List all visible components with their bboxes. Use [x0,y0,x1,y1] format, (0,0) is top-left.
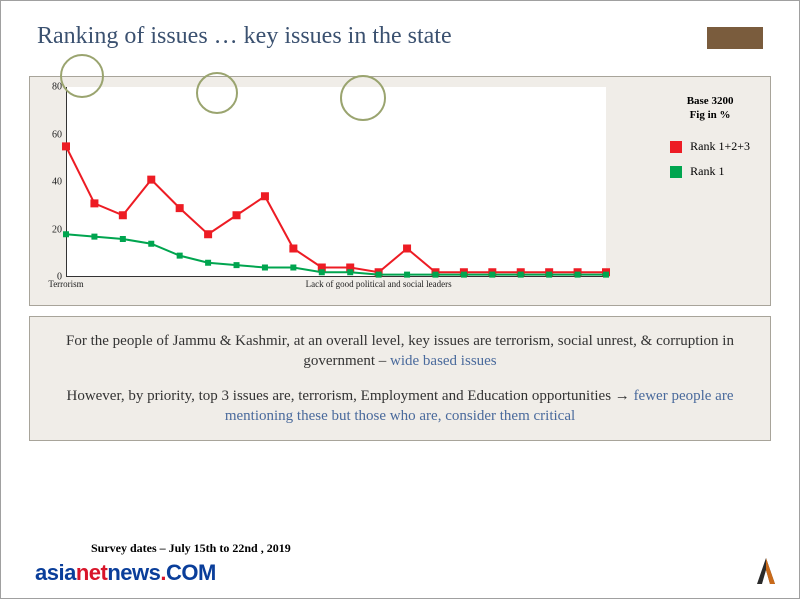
legend-fig: Fig in % [670,109,750,121]
brand-net: net [76,560,108,585]
y-tick: 20 [52,224,66,235]
commentary-p2: However, by priority, top 3 issues are, … [52,386,748,427]
y-tick: 40 [52,177,66,188]
y-tick: 60 [52,129,66,140]
commentary-p1-b: wide based issues [390,353,497,369]
legend-item: Rank 1+2+3 [670,139,750,154]
series-marker [461,272,467,278]
series-marker [147,176,155,184]
series-marker [176,204,184,212]
accent-box [707,27,763,49]
brand-com: COM [166,560,216,585]
x-axis-label: Terrorism [48,279,83,289]
series-marker [546,272,552,278]
series-marker [234,262,240,268]
series-marker [489,272,495,278]
annotation-circle [60,54,104,98]
series-marker [205,260,211,266]
series-marker [289,245,297,253]
series-marker [376,272,382,278]
chart-svg [66,87,606,277]
brand-asia: asia [35,560,76,585]
legend-label: Rank 1+2+3 [690,139,750,154]
legend-swatch [670,141,682,153]
series-marker [262,265,268,271]
series-marker [603,272,609,278]
series-marker [148,241,154,247]
commentary-box: For the people of Jammu & Kashmir, at an… [29,316,771,441]
series-line [66,146,606,272]
series-marker [319,269,325,275]
series-marker [290,265,296,271]
series-marker [177,253,183,259]
legend-base: Base 3200 [670,95,750,107]
legend-item: Rank 1 [670,164,750,179]
slide: Ranking of issues … key issues in the st… [0,0,800,599]
series-marker [347,269,353,275]
series-marker [120,236,126,242]
series-marker [261,192,269,200]
chart-container: 020406080TerrorismLack of good political… [29,76,771,306]
series-marker [90,199,98,207]
survey-dates: Survey dates – July 15th to 22nd , 2019 [91,541,291,556]
series-marker [119,211,127,219]
x-axis-label: Lack of good political and social leader… [306,279,452,289]
chart-plot-area: 020406080TerrorismLack of good political… [66,87,606,277]
commentary-p2-a: However, by priority, top 3 issues are, … [66,388,633,404]
series-marker [575,272,581,278]
series-line [66,234,606,274]
series-marker [204,230,212,238]
series-marker [403,245,411,253]
annotation-circle [196,72,238,114]
series-marker [62,142,70,150]
series-marker [233,211,241,219]
brand-news: news [107,560,160,585]
header: Ranking of issues … key issues in the st… [1,1,799,60]
legend-swatch [670,166,682,178]
series-marker [91,234,97,240]
page-title: Ranking of issues … key issues in the st… [37,23,452,50]
series-marker [518,272,524,278]
commentary-p1: For the people of Jammu & Kashmir, at an… [52,331,748,372]
series-marker [404,272,410,278]
series-marker [432,272,438,278]
corner-logo [753,556,779,586]
legend-label: Rank 1 [690,164,724,179]
brand-logo: asianetnews.COM [35,560,216,586]
chart-legend: Base 3200 Fig in % Rank 1+2+3 Rank 1 [670,95,750,189]
